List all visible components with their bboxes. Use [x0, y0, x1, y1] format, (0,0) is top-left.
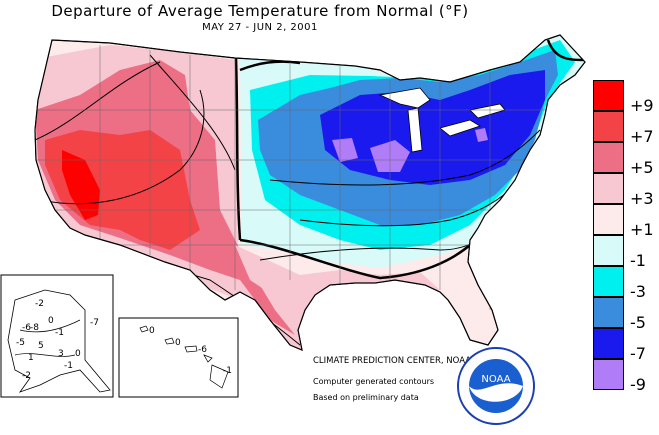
- legend-swatch: [593, 328, 624, 359]
- legend-label: -5: [630, 313, 646, 332]
- alaska-label: -1: [55, 328, 64, 338]
- hawaii-label: 0: [149, 326, 155, 336]
- legend-swatch: [593, 80, 624, 111]
- legend-label: -7: [630, 344, 646, 363]
- legend-label: -3: [630, 282, 646, 301]
- credit-line-2: Computer generated contours: [313, 377, 435, 386]
- zero-contour-south: [239, 238, 471, 280]
- hawaii-inset: 0 0 -6 -1: [118, 317, 239, 398]
- alaska-label: -8: [30, 323, 39, 333]
- legend-label: +3: [630, 189, 654, 208]
- credit-center: CLIMATE PREDICTION CENTER, NOAA: [313, 356, 472, 366]
- legend-swatch: [593, 297, 624, 328]
- alaska-label: -7: [90, 318, 99, 328]
- legend-swatch: [593, 142, 624, 173]
- hawaii-label: 0: [175, 338, 181, 348]
- legend-swatch: [593, 204, 624, 235]
- noaa-logo: NOAA: [457, 347, 535, 425]
- alaska-label: 1: [28, 353, 34, 363]
- alaska-label: 0: [48, 316, 54, 326]
- legend-label: +7: [630, 127, 654, 146]
- alaska-label: 5: [38, 341, 44, 351]
- east-minus9-c: [475, 128, 488, 142]
- legend-swatch: [593, 173, 624, 204]
- zero-contour-west: [234, 57, 242, 241]
- map-subtitle: MAY 27 - JUN 2, 2001: [202, 22, 318, 33]
- alaska-label: -5: [16, 338, 25, 348]
- east-minus9-b: [332, 138, 358, 162]
- legend-label: +9: [630, 96, 654, 115]
- legend-swatch: [593, 266, 624, 297]
- hawaii-label: -1: [223, 366, 232, 376]
- legend-label: +5: [630, 158, 654, 177]
- alaska-label: 3: [58, 349, 64, 359]
- alaska-label: -2: [35, 299, 44, 309]
- legend-swatch: [593, 235, 624, 266]
- alaska-label: -1: [64, 361, 73, 371]
- legend-label: +1: [630, 220, 654, 239]
- hawaii-label: -6: [198, 345, 207, 355]
- svg-text:NOAA: NOAA: [481, 374, 510, 385]
- alaska-label: -6: [22, 323, 31, 333]
- alaska-label: 0: [75, 349, 81, 359]
- map-title: Departure of Average Temperature from No…: [51, 2, 469, 20]
- legend-swatch: [593, 111, 624, 142]
- zero-contour-ne: [546, 39, 585, 62]
- legend-label: -9: [630, 375, 646, 394]
- legend-swatch: [593, 359, 624, 390]
- south-plus3: [235, 245, 440, 320]
- credit-line-3: Based on preliminary data: [313, 393, 419, 402]
- alaska-label: -2: [22, 371, 31, 381]
- west-plus9: [62, 150, 100, 220]
- alaska-inset: -2 -6 -8 0 -1 5 -5 1 3 -2 -7 0 -1: [0, 274, 114, 398]
- legend-label: -1: [630, 251, 646, 270]
- great-lakes: [378, 87, 506, 153]
- zero-contour-north: [239, 60, 301, 72]
